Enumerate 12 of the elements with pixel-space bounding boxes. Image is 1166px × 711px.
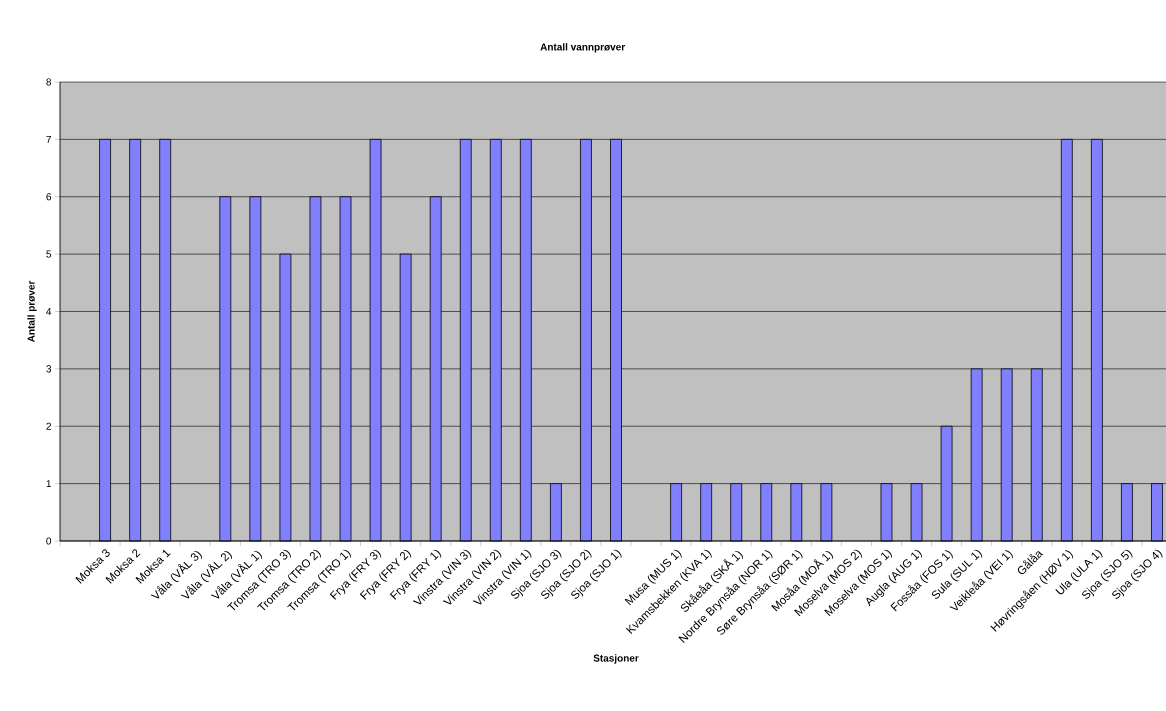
y-tick-label: 1 <box>46 480 51 488</box>
y-tick-label: 5 <box>46 250 52 258</box>
y-tick-label: 0 <box>46 537 52 545</box>
y-tick-label: 4 <box>46 308 52 315</box>
chart-title: Antall vannprøver <box>540 43 625 53</box>
y-axis-title: Antall prøver <box>27 280 37 343</box>
y-tick-label: 6 <box>46 193 52 201</box>
y-tick-label: 3 <box>46 365 52 373</box>
x-axis-title: Stasjoner <box>593 654 639 664</box>
y-tick-label: 2 <box>46 422 51 430</box>
y-tick-label: 8 <box>46 78 52 86</box>
y-tick-label: 7 <box>46 135 51 143</box>
